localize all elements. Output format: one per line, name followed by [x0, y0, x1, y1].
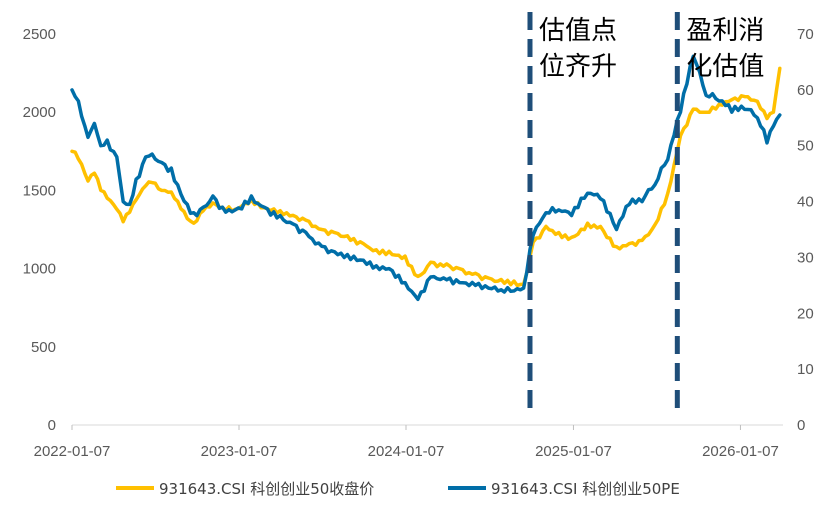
y-left-tick-label: 1000 [23, 261, 56, 278]
y-left-tick-label: 0 [48, 417, 56, 434]
y-left-axis: 0 500 1000 1500 2000 2500 [23, 26, 56, 434]
legend: 931643.CSI 科创创业50收盘价 931643.CSI 科创创业50PE [116, 480, 680, 498]
y-right-tick-label: 50 [797, 138, 814, 155]
y-left-tick-label: 1500 [23, 182, 56, 199]
series-line-2 [70, 54, 782, 302]
y-right-tick-label: 70 [797, 26, 814, 43]
marker-label: 估值点 [539, 16, 617, 46]
x-axis: 2022-01-07 2023-01-07 2024-01-07 2025-01-07… [34, 425, 779, 460]
y-right-tick-label: 20 [797, 305, 814, 322]
x-tick-label: 2023-01-07 [201, 443, 278, 460]
y-right-tick-label: 30 [797, 249, 814, 266]
legend-label: 931643.CSI 科创创业50PE [491, 480, 680, 498]
y-left-tick-label: 500 [31, 339, 56, 356]
y-right-tick-label: 60 [797, 82, 814, 99]
y-right-tick-label: 0 [797, 417, 805, 434]
y-left-tick-label: 2500 [23, 26, 56, 43]
legend-label: 931643.CSI 科创创业50收盘价 [159, 480, 374, 498]
y-right-tick-label: 40 [797, 194, 814, 211]
series-line-1 [70, 66, 782, 288]
y-right-tick-label: 10 [797, 361, 814, 378]
x-tick-label: 2022-01-07 [34, 443, 111, 460]
y-right-axis: 0 10 20 30 40 50 60 70 [797, 26, 814, 434]
marker-label: 位齐升 [539, 52, 617, 82]
x-tick-label: 2026-01-07 [702, 443, 779, 460]
x-tick-label: 2024-01-07 [368, 443, 445, 460]
x-tick-label: 2025-01-07 [535, 443, 612, 460]
marker-label: 盈利消 [686, 16, 764, 46]
series-lines [70, 54, 782, 302]
marker-label: 化估值 [686, 52, 764, 82]
y-left-tick-label: 2000 [23, 104, 56, 121]
